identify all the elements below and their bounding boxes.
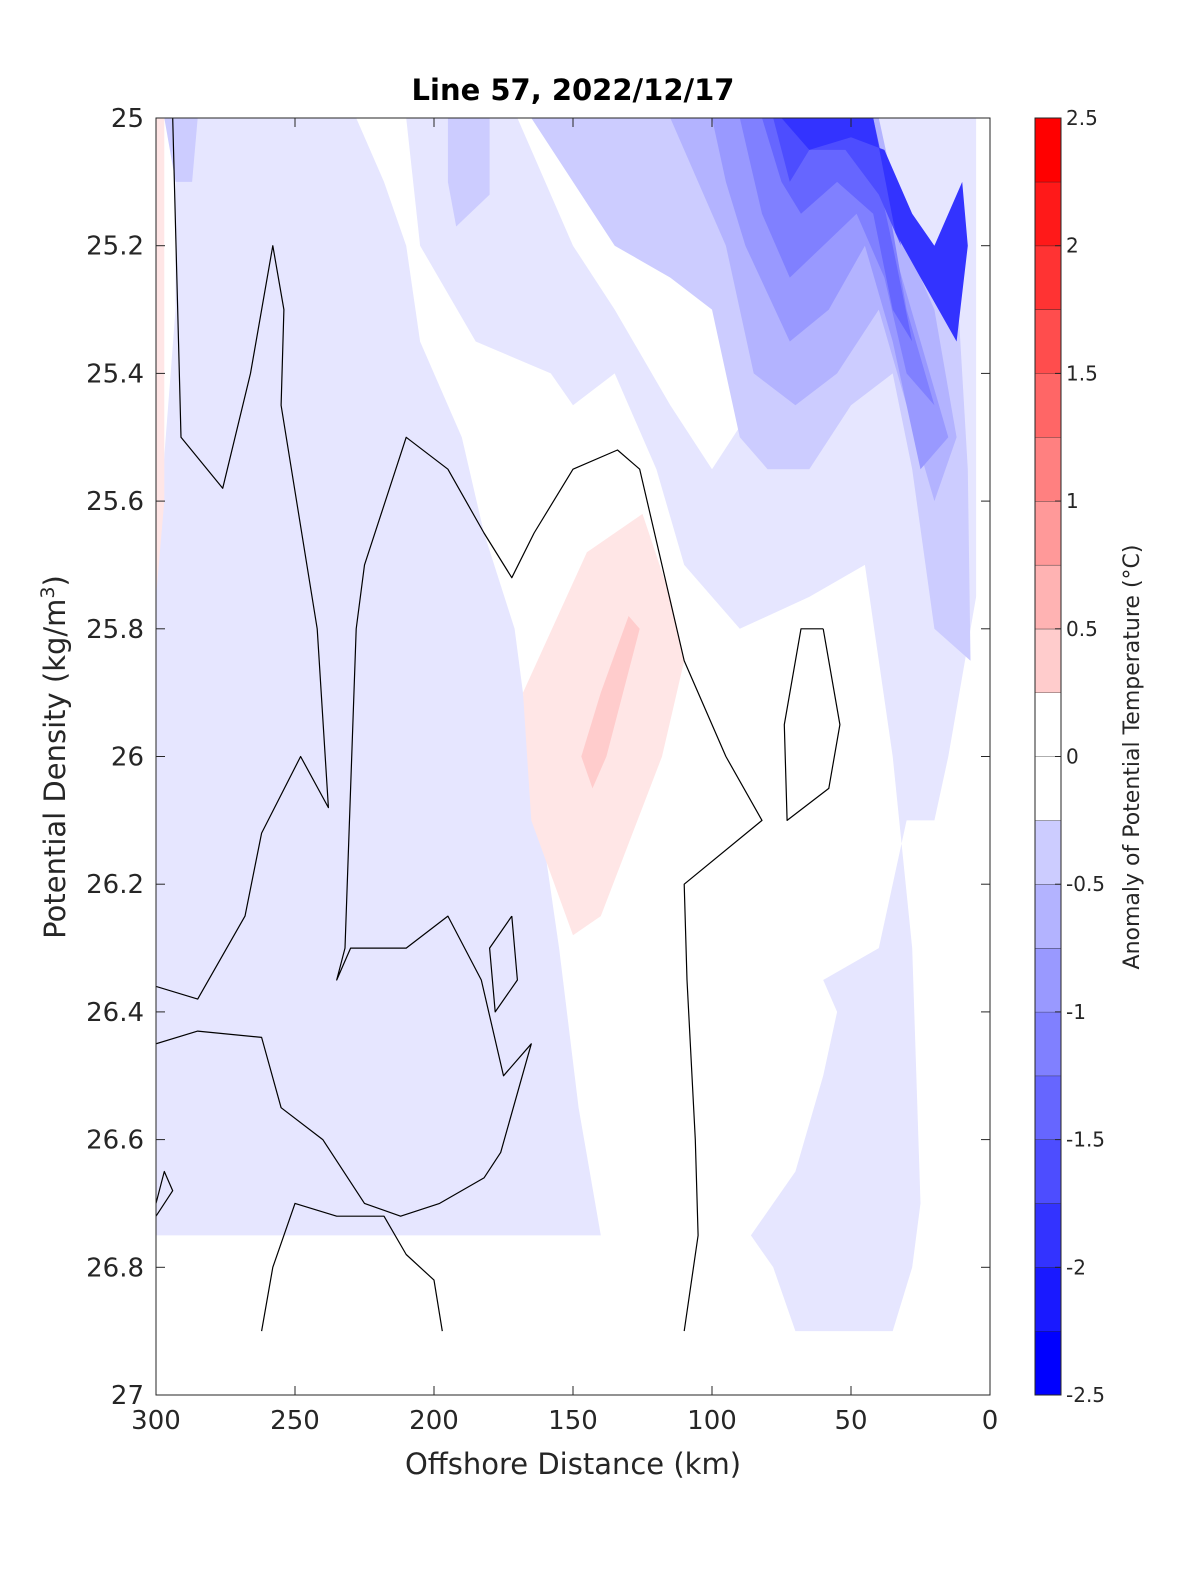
colorbar-band [1035, 1203, 1061, 1268]
y-tick-label: 26.4 [86, 998, 144, 1028]
y-tick-label: 26.8 [86, 1253, 144, 1283]
contour-line-3 [783, 628, 841, 822]
x-axis-label: Offshore Distance (km) [405, 1447, 741, 1481]
y-tick-label: 25.8 [86, 615, 144, 645]
colorbar-band [1035, 628, 1061, 693]
colorbar-band [1035, 245, 1061, 310]
y-tick-label: 25 [111, 104, 144, 134]
colorbar-band [1035, 181, 1061, 246]
x-tick-label: 150 [548, 1406, 598, 1436]
colorbar: 2.5 2 1.5 1 0.5 0 -0.5 -1 -1.5 -2 -2.5 Anomaly of … [1034, 106, 1145, 1407]
x-tick-label: 200 [409, 1406, 459, 1436]
zero-contour-lines [156, 118, 841, 1332]
colorbar-band [1035, 692, 1061, 757]
y-tick-label: 26.2 [86, 870, 144, 900]
colorbar-band [1035, 1267, 1061, 1332]
colorbar-tick-label: 0.5 [1066, 617, 1098, 641]
contour-line-0 [156, 118, 329, 1000]
y-tick-label: 26.6 [86, 1126, 144, 1156]
colorbar-band [1035, 437, 1061, 502]
colorbar-band [1035, 820, 1061, 885]
y-axis-label-main: Potential Density (kg/m [38, 599, 72, 939]
colorbar-bands [1035, 117, 1061, 1395]
y-tick-label: 27 [111, 1381, 144, 1411]
y-axis-ticks: 25 25.2 25.4 25.6 25.8 26 26.2 26.4 26.6 26.8 27 [86, 104, 990, 1411]
colorbar-band [1035, 1331, 1061, 1395]
colorbar-ticks: 2.5 2 1.5 1 0.5 0 -0.5 -1 -1.5 -2 -2.5 [1055, 106, 1105, 1407]
filled-region-0 [156, 118, 601, 1236]
colorbar-tick-label: 2.5 [1066, 106, 1098, 130]
contour-line-1 [156, 436, 763, 1332]
x-tick-label: 0 [982, 1406, 999, 1436]
y-tick-label: 25.2 [86, 232, 144, 262]
colorbar-band [1035, 118, 1061, 182]
x-tick-label: 300 [131, 1406, 181, 1436]
colorbar-band [1035, 373, 1061, 438]
colorbar-band [1035, 501, 1061, 565]
colorbar-tick-label: 1 [1066, 489, 1079, 513]
x-tick-label: 50 [834, 1406, 867, 1436]
x-axis-ticks: 300 250 200 150 100 50 0 [131, 118, 998, 1436]
y-axis-label-superscript: 3 [37, 586, 59, 598]
colorbar-tick-label: -1.5 [1066, 1128, 1105, 1152]
chart-title: Line 57, 2022/12/17 [412, 73, 735, 107]
colorbar-band [1035, 756, 1061, 821]
colorbar-tick-label: -2 [1066, 1255, 1086, 1279]
colorbar-band [1035, 564, 1061, 629]
contour-line-5 [156, 1170, 174, 1217]
filled-region-13 [581, 616, 640, 789]
filled-region-1 [156, 118, 165, 597]
y-tick-label: 25.4 [86, 359, 144, 389]
x-tick-label: 100 [687, 1406, 737, 1436]
colorbar-band [1035, 1139, 1061, 1204]
colorbar-tick-label: 2 [1066, 234, 1079, 258]
contour-line-4 [261, 1202, 443, 1332]
y-tick-label: 25.6 [86, 487, 144, 517]
x-tick-label: 250 [270, 1406, 320, 1436]
filled-region-4 [447, 118, 490, 227]
plot-area: 300 250 200 150 100 50 0 2525.225.425.625.8262… [86, 104, 998, 1436]
colorbar-band [1035, 1011, 1061, 1076]
filled-region-11 [781, 118, 968, 342]
y-axis-label-close: ) [38, 575, 72, 586]
colorbar-band [1035, 309, 1061, 374]
colorbar-band [1035, 1075, 1061, 1140]
y-tick-label: 26 [111, 743, 144, 773]
colorbar-band [1035, 948, 1061, 1012]
filled-contours [156, 118, 977, 1332]
colorbar-tick-label: -0.5 [1066, 872, 1105, 896]
colorbar-band [1035, 884, 1061, 949]
contour-line-2 [489, 915, 519, 1013]
colorbar-label: Anomaly of Potential Temperature (°C) [1120, 545, 1145, 970]
colorbar-tick-label: 0 [1066, 745, 1079, 769]
colorbar-tick-label: -1 [1066, 1000, 1086, 1024]
filled-region-3 [156, 118, 198, 182]
colorbar-tick-label: -2.5 [1066, 1383, 1105, 1407]
y-axis-label: Potential Density (kg/m3) [37, 575, 72, 939]
filled-region-10 [773, 118, 901, 246]
colorbar-tick-label: 1.5 [1066, 361, 1098, 385]
